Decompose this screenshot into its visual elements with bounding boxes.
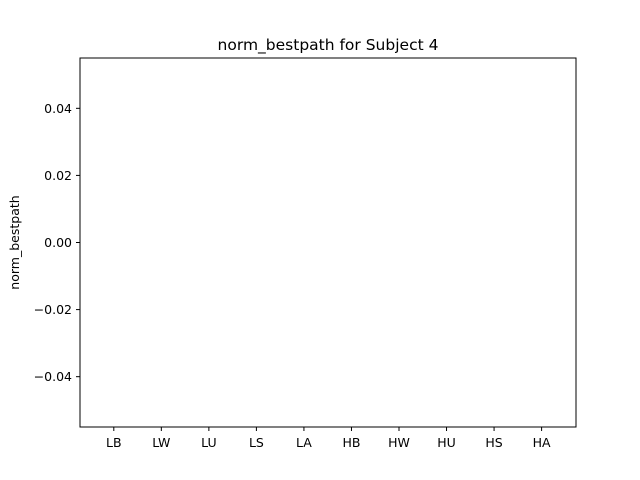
y-tick-label: −0.02 bbox=[34, 302, 72, 317]
y-tick-label: 0.02 bbox=[44, 168, 72, 183]
x-axis-ticks: LB LW LU LS LA HB HW HU HS HA bbox=[106, 427, 551, 450]
y-axis-ticks: −0.04 −0.02 0.00 0.02 0.04 bbox=[34, 101, 80, 384]
x-tick-label-ls: LS bbox=[249, 435, 264, 450]
x-tick-label-ha: HA bbox=[533, 435, 551, 450]
x-tick-label-lu: LU bbox=[201, 435, 217, 450]
y-axis-label: norm_bestpath bbox=[7, 195, 22, 289]
x-tick-label-hb: HB bbox=[342, 435, 360, 450]
y-tick-label: 0.00 bbox=[44, 235, 72, 250]
x-tick-label-lb: LB bbox=[106, 435, 122, 450]
y-tick-label: 0.04 bbox=[44, 101, 72, 116]
x-tick-label-hu: HU bbox=[437, 435, 456, 450]
x-tick-label-hw: HW bbox=[388, 435, 410, 450]
x-tick-label-hs: HS bbox=[485, 435, 502, 450]
x-tick-label-la: LA bbox=[296, 435, 312, 450]
chart-title: norm_bestpath for Subject 4 bbox=[218, 36, 439, 55]
x-tick-label-lw: LW bbox=[152, 435, 170, 450]
y-tick-label: −0.04 bbox=[34, 369, 72, 384]
